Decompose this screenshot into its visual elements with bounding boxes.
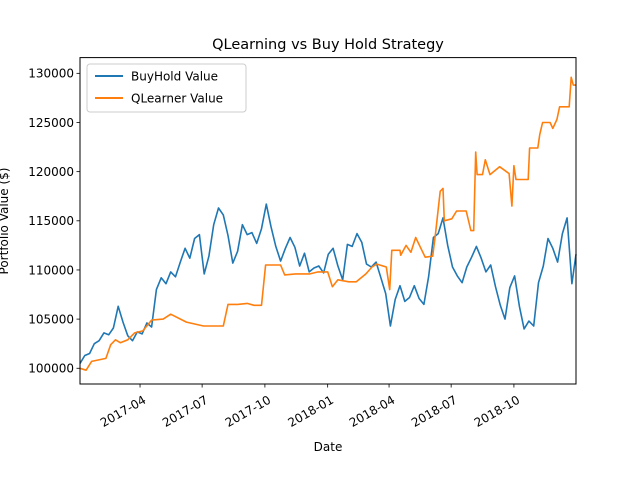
x-axis-label: Date xyxy=(314,440,343,454)
legend-label-qlearner: QLearner Value xyxy=(131,92,223,106)
y-tick-label: 110000 xyxy=(28,263,74,277)
y-tick-label: 130000 xyxy=(28,67,74,81)
legend: BuyHold Value QLearner Value xyxy=(86,63,247,113)
y-tick-label: 105000 xyxy=(28,312,74,326)
x-tick-label: 2017-07 xyxy=(160,393,210,430)
x-tick-label: 2018-04 xyxy=(347,393,397,430)
x-tick-label: 2018-07 xyxy=(409,393,459,430)
y-tick-label: 125000 xyxy=(28,116,74,130)
legend-box xyxy=(86,63,247,113)
y-tick-label: 120000 xyxy=(28,165,74,179)
y-tick-label: 115000 xyxy=(28,214,74,228)
plot-lines xyxy=(79,76,577,371)
y-axis-label: Portfolio Value ($) xyxy=(0,168,11,275)
x-tick-label: 2017-04 xyxy=(98,393,148,430)
x-tick-label: 2018-01 xyxy=(286,393,336,430)
x-tick-label: 2018-10 xyxy=(472,393,522,430)
legend-label-buyhold: BuyHold Value xyxy=(131,70,218,84)
series-line-buyhold-value xyxy=(79,203,577,364)
chart-title: QLearning vs Buy Hold Strategy xyxy=(212,37,444,53)
y-tick-label: 100000 xyxy=(28,362,74,376)
series-line-qlearner-value xyxy=(79,76,576,371)
x-tick-label: 2017-10 xyxy=(223,393,273,430)
plot-frame xyxy=(79,57,577,385)
